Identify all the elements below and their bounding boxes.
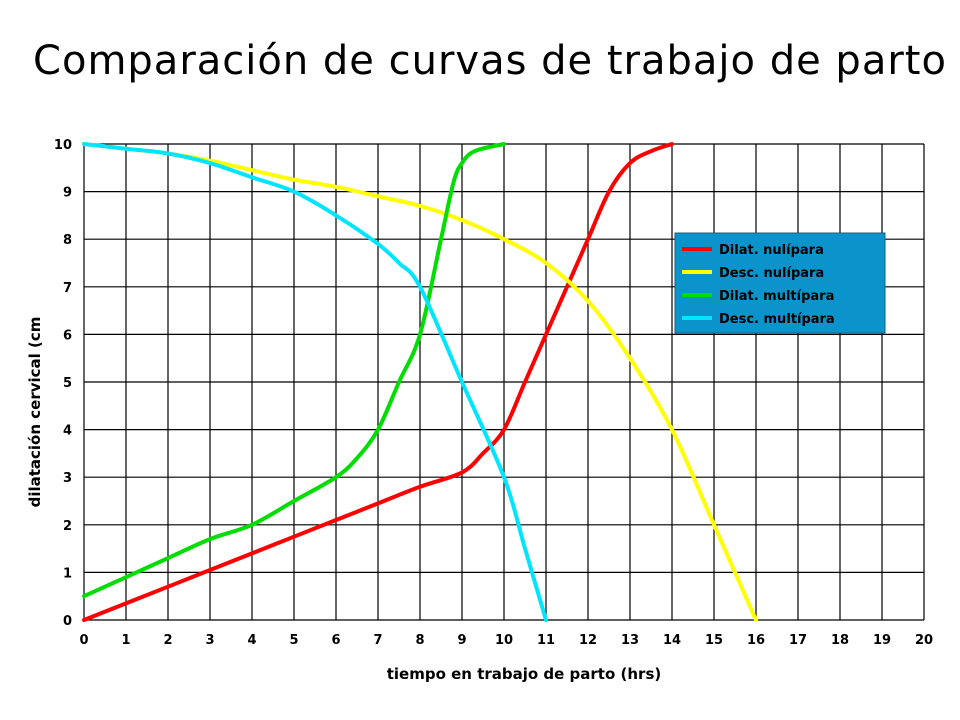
slide-title: Comparación de curvas de trabajo de part… bbox=[33, 38, 947, 84]
legend-entry-label: Desc. nulípara bbox=[719, 266, 824, 281]
x-tick-label: 5 bbox=[289, 633, 298, 648]
series-line-1 bbox=[82, 142, 674, 622]
y-tick-label: 5 bbox=[63, 376, 72, 391]
y-tick-label: 9 bbox=[63, 186, 72, 201]
y-tick-label: 2 bbox=[63, 519, 72, 534]
y-tick-label: 6 bbox=[63, 328, 72, 343]
x-tick-label: 6 bbox=[331, 633, 340, 648]
x-tick-label: 19 bbox=[873, 633, 891, 648]
x-tick-label: 1 bbox=[121, 633, 130, 648]
x-axis-ticks: 0 1 2 3 4 5 6 7 8 9 10 11 12 13 14 15 16 17 18 19 20 bbox=[79, 633, 933, 648]
legend-entry-label: Dilat. multípara bbox=[719, 289, 834, 304]
y-tick-label: 7 bbox=[63, 281, 72, 296]
y-tick-label: 0 bbox=[63, 614, 72, 629]
legend-entry-label: Desc. multípara bbox=[719, 312, 835, 327]
x-tick-label: 15 bbox=[705, 633, 723, 648]
y-axis-ticks: 0 1 2 3 4 5 6 7 8 9 10 bbox=[54, 138, 72, 629]
x-tick-label: 11 bbox=[537, 633, 555, 648]
x-tick-label: 20 bbox=[915, 633, 933, 648]
x-tick-label: 3 bbox=[205, 633, 214, 648]
x-tick-label: 2 bbox=[163, 633, 172, 648]
y-tick-label: 4 bbox=[63, 424, 72, 439]
x-tick-label: 14 bbox=[663, 633, 681, 648]
y-tick-label: 3 bbox=[63, 471, 72, 486]
x-tick-label: 13 bbox=[621, 633, 639, 648]
x-tick-label: 0 bbox=[79, 633, 88, 648]
x-tick-label: 7 bbox=[373, 633, 382, 648]
y-tick-label: 8 bbox=[63, 233, 72, 248]
series-lines bbox=[82, 142, 758, 622]
y-axis-label: dilatación cervical (cm bbox=[26, 317, 44, 508]
series-line-3 bbox=[82, 142, 506, 599]
series-line-4 bbox=[82, 142, 548, 622]
x-tick-label: 9 bbox=[457, 633, 466, 648]
x-tick-label: 4 bbox=[247, 633, 256, 648]
grid-lines bbox=[83, 143, 925, 621]
x-tick-label: 18 bbox=[831, 633, 849, 648]
x-tick-label: 17 bbox=[789, 633, 807, 648]
x-tick-label: 10 bbox=[495, 633, 513, 648]
x-tick-label: 16 bbox=[747, 633, 765, 648]
y-tick-label: 1 bbox=[63, 566, 72, 581]
x-axis-label: tiempo en trabajo de parto (hrs) bbox=[387, 665, 661, 683]
y-tick-label: 10 bbox=[54, 138, 72, 153]
legend-entry-label: Dilat. nulípara bbox=[719, 243, 824, 258]
legend: Dilat. nulípara Desc. nulípara Dilat. mult… bbox=[674, 232, 886, 334]
x-tick-label: 8 bbox=[415, 633, 424, 648]
x-tick-label: 12 bbox=[579, 633, 597, 648]
